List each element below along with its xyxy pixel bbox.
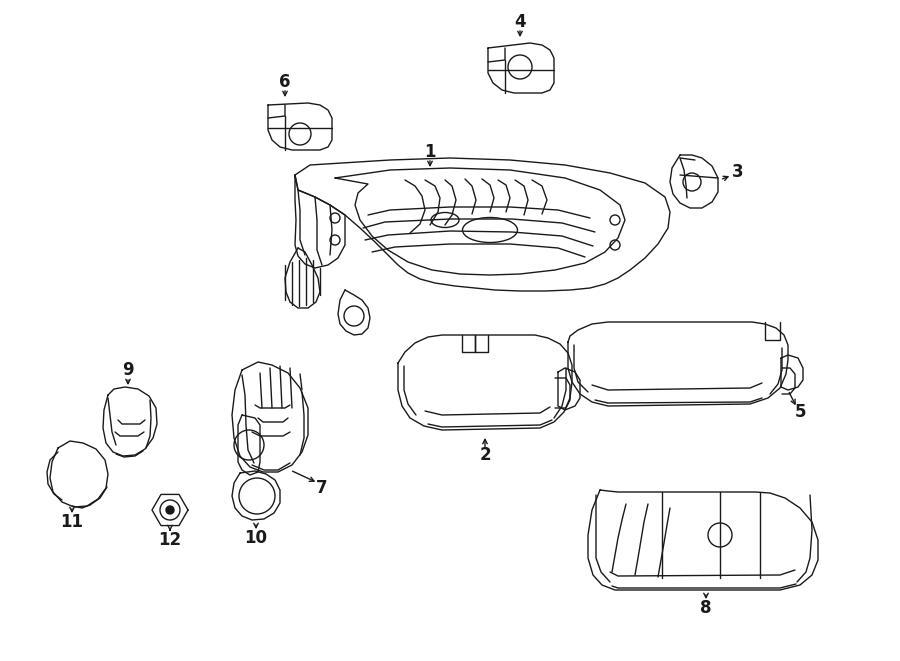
Text: 3: 3 — [733, 163, 743, 181]
Text: 4: 4 — [514, 13, 526, 31]
Polygon shape — [781, 355, 803, 390]
Polygon shape — [285, 248, 320, 308]
Polygon shape — [488, 43, 554, 93]
Text: 1: 1 — [424, 143, 436, 161]
Text: 10: 10 — [245, 529, 267, 547]
Text: 11: 11 — [60, 513, 84, 531]
Text: 6: 6 — [279, 73, 291, 91]
Text: 5: 5 — [794, 403, 806, 421]
Polygon shape — [295, 158, 670, 291]
Text: 12: 12 — [158, 531, 182, 549]
Text: 8: 8 — [700, 599, 712, 617]
Polygon shape — [558, 368, 580, 410]
Text: 7: 7 — [316, 479, 328, 497]
Polygon shape — [398, 335, 572, 430]
Polygon shape — [670, 155, 718, 208]
Polygon shape — [50, 441, 108, 507]
Circle shape — [166, 506, 174, 514]
Polygon shape — [152, 494, 188, 525]
Polygon shape — [268, 103, 332, 150]
Polygon shape — [238, 415, 260, 475]
Text: 9: 9 — [122, 361, 134, 379]
Polygon shape — [295, 175, 345, 268]
Polygon shape — [232, 471, 280, 520]
Polygon shape — [568, 322, 788, 406]
Text: 2: 2 — [479, 446, 490, 464]
Polygon shape — [232, 362, 308, 472]
Polygon shape — [103, 387, 157, 456]
Polygon shape — [588, 490, 818, 590]
Polygon shape — [338, 290, 370, 335]
